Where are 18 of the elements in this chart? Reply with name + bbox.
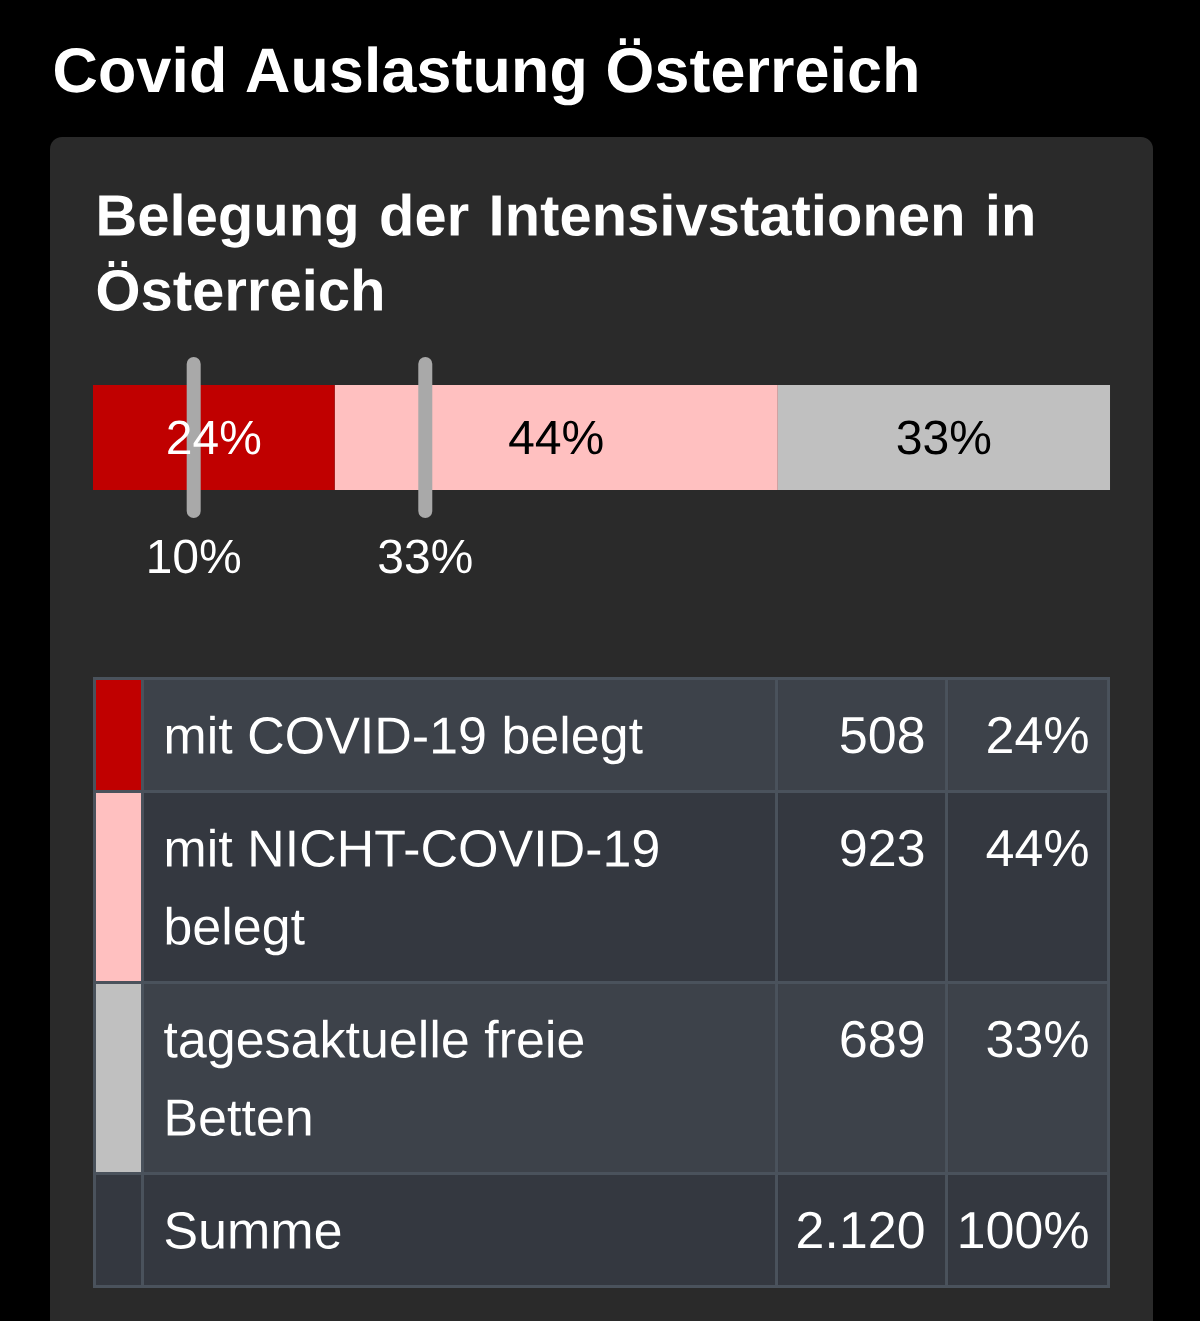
- text: 923: [841, 829, 924, 867]
- text: 24%: [988, 716, 1088, 754]
- legend-label: tagesaktuelle freie Betten: [164, 1019, 584, 1136]
- chart-title: Covid Auslastung Österreich: [54, 38, 917, 106]
- ref-line-label: 33%: [379, 539, 472, 574]
- text: 689: [841, 1020, 924, 1058]
- text: 2.120: [798, 1211, 924, 1249]
- text: 44%: [986, 829, 1088, 867]
- text: 33%: [987, 1020, 1088, 1058]
- data-label: 44%: [509, 420, 603, 455]
- chart-subtitle: Belegung der Intensivstationen in Österreich: [97, 193, 1033, 311]
- text: 508: [840, 716, 924, 754]
- legend-label: mit COVID-19 belegt: [166, 715, 643, 765]
- data-label: 33%: [897, 420, 991, 455]
- legend-label: mit NICHT-COVID-19 belegt: [166, 828, 658, 956]
- text: 100%: [960, 1211, 1088, 1249]
- ref-line-label: 10%: [149, 539, 240, 574]
- text: Summe: [165, 1212, 341, 1249]
